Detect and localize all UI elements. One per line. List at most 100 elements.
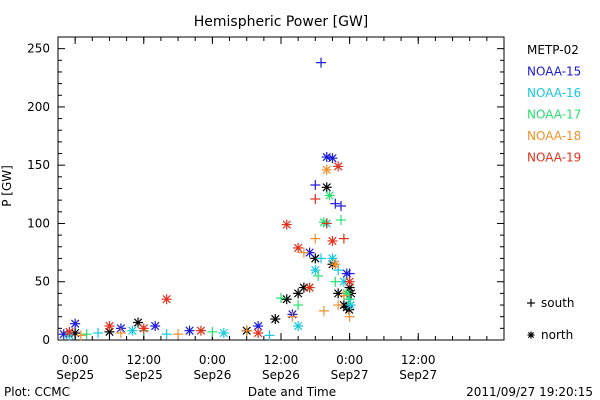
x-tick-label-date: Sep25 <box>125 368 163 382</box>
data-point <box>115 328 126 339</box>
data-point <box>70 318 81 329</box>
data-point <box>207 326 218 337</box>
plot-timestamp: 2011/09/27 19:20:15 <box>466 385 593 399</box>
x-tick-label-time: 12:00 <box>401 353 436 367</box>
data-point <box>293 321 304 332</box>
data-point <box>93 328 104 339</box>
x-axis-ticks: 0:00Sep2512:00Sep250:00Sep2612:00Sep260:… <box>56 37 505 382</box>
data-point <box>310 233 321 244</box>
data-point <box>313 270 324 281</box>
data-point <box>316 57 327 68</box>
data-point <box>310 265 321 276</box>
series-legend: METP-02 NOAA-15 NOAA-16 NOAA-17 NOAA-18 NOAA-… <box>527 43 581 165</box>
data-point <box>344 311 355 322</box>
data-point <box>344 294 355 305</box>
data-point <box>253 328 264 339</box>
legend-series-label: NOAA-18 <box>527 129 581 143</box>
data-point <box>336 214 347 225</box>
data-point <box>321 218 332 229</box>
data-point <box>330 198 341 209</box>
data-point <box>336 200 347 211</box>
y-tick-label: 100 <box>27 216 50 230</box>
data-point <box>321 182 332 193</box>
data-point <box>276 293 286 304</box>
marker-legend-label: north <box>541 328 573 342</box>
x-tick-label-date: Sep26 <box>193 368 231 382</box>
x-tick-label-time: 12:00 <box>264 353 299 367</box>
data-point <box>298 247 309 258</box>
data-point <box>281 219 292 230</box>
data-point <box>338 290 349 301</box>
north-marker-key <box>527 331 535 339</box>
data-point <box>64 326 75 337</box>
marker-legend: south north <box>527 296 575 342</box>
data-point <box>184 325 195 336</box>
south-marker-key <box>527 299 535 307</box>
data-point <box>161 294 172 305</box>
data-point <box>218 328 229 339</box>
x-tick-label-date: Sep25 <box>56 368 94 382</box>
x-tick-label-time: 0:00 <box>199 353 226 367</box>
x-axis-label: Date and Time <box>248 385 336 399</box>
data-point <box>241 325 252 336</box>
data-point <box>270 314 281 325</box>
x-tick-label-date: Sep27 <box>399 368 437 382</box>
marker-legend-label: south <box>541 296 575 310</box>
data-point <box>127 325 138 336</box>
data-point <box>327 235 338 246</box>
y-tick-label: 50 <box>35 275 50 289</box>
data-point <box>341 288 352 299</box>
y-tick-label: 200 <box>27 100 50 114</box>
data-point <box>104 321 115 332</box>
legend-series-label: NOAA-17 <box>527 108 581 122</box>
data-point <box>330 276 341 287</box>
y-tick-label: 0 <box>42 333 50 347</box>
data-point <box>310 180 321 191</box>
data-point <box>318 217 329 228</box>
data-point <box>287 311 298 322</box>
data-points <box>58 57 357 341</box>
data-point <box>161 329 172 340</box>
data-point <box>150 321 161 332</box>
data-point <box>327 153 338 164</box>
legend-series-label: METP-02 <box>527 43 579 57</box>
data-point <box>293 300 304 311</box>
y-tick-label: 150 <box>27 158 50 172</box>
y-axis-ticks: 0 50 100 150 200 250 <box>27 42 504 347</box>
data-point <box>333 161 344 172</box>
data-point <box>338 233 349 244</box>
y-axis-label: P [GW] <box>0 165 14 207</box>
chart-title: Hemispheric Power [GW] <box>194 14 369 30</box>
plot-source-label: Plot: CCMC <box>4 385 70 399</box>
data-point <box>330 259 341 270</box>
legend-series-label: NOAA-16 <box>527 86 581 100</box>
data-point <box>345 300 356 311</box>
data-point <box>75 330 86 341</box>
data-point <box>173 329 184 340</box>
data-point <box>321 164 332 175</box>
data-point <box>195 325 206 336</box>
data-point <box>321 152 332 163</box>
data-point <box>333 288 344 299</box>
legend-series-label: NOAA-15 <box>527 65 581 79</box>
data-point <box>318 305 329 316</box>
x-tick-label-date: Sep26 <box>262 368 300 382</box>
data-point <box>304 282 315 293</box>
x-tick-label-time: 12:00 <box>126 353 161 367</box>
data-point <box>281 294 292 305</box>
data-point <box>264 330 275 341</box>
data-point <box>293 242 304 253</box>
data-point <box>316 253 327 264</box>
data-point <box>310 193 321 204</box>
data-point <box>324 190 335 201</box>
data-point <box>138 323 149 334</box>
x-tick-label-time: 0:00 <box>336 353 363 367</box>
legend-series-label: NOAA-19 <box>527 151 581 165</box>
x-tick-label-time: 0:00 <box>62 353 89 367</box>
data-point <box>333 300 344 311</box>
y-tick-label: 250 <box>27 42 50 56</box>
x-tick-label-date: Sep27 <box>331 368 369 382</box>
data-point <box>81 329 92 340</box>
data-point <box>344 276 355 287</box>
